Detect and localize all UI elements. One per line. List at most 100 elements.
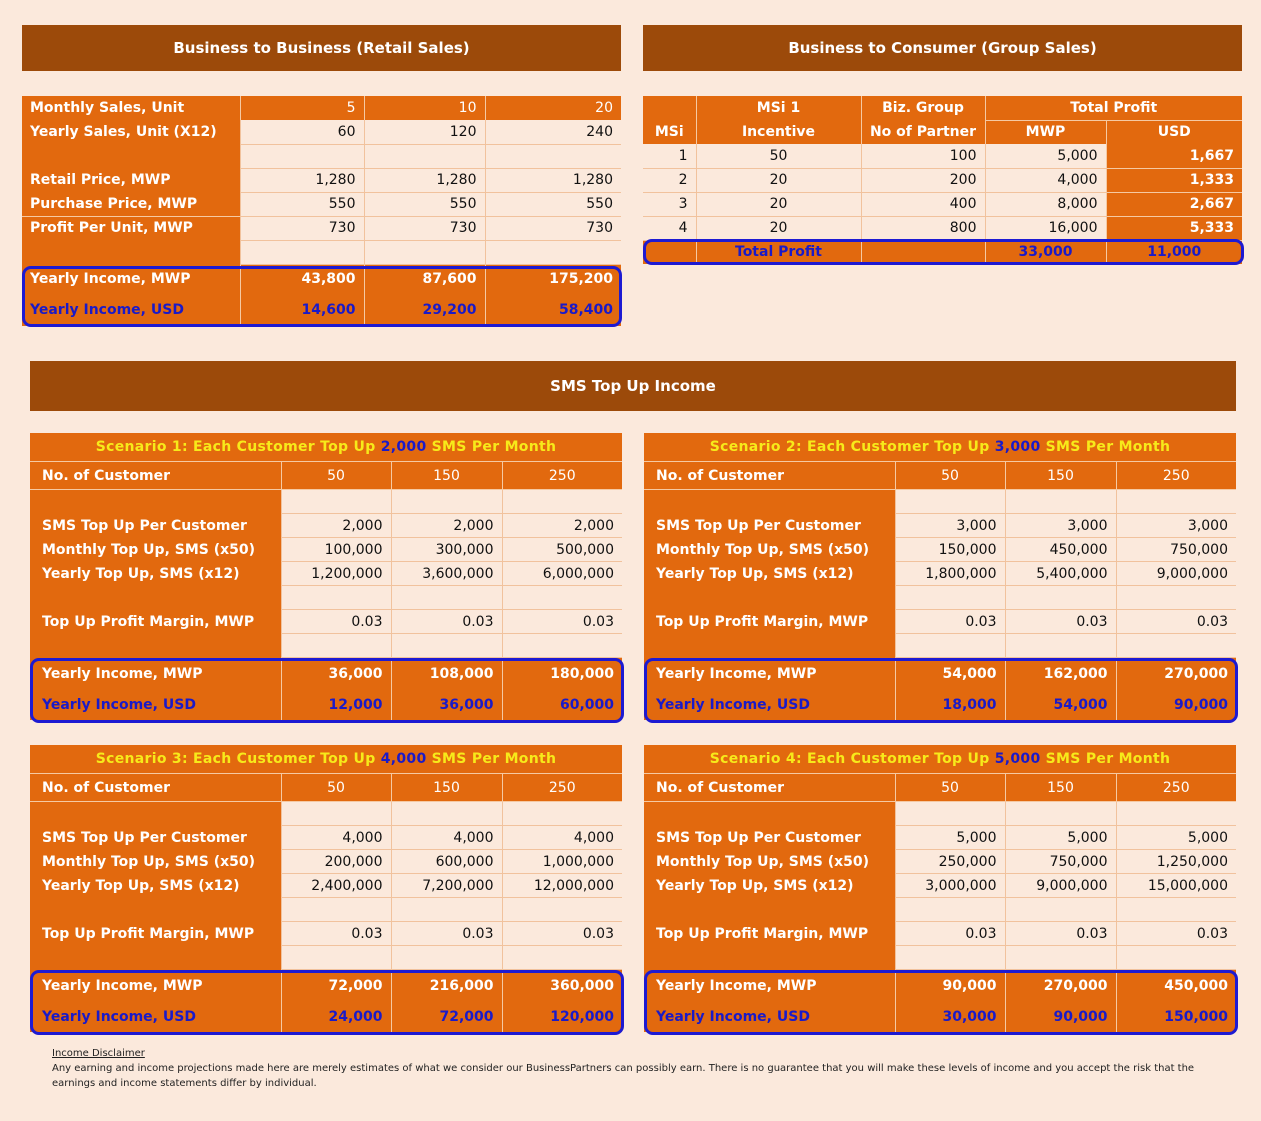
- scenario-title: Scenario 2: Each Customer Top Up 3,000 S…: [644, 433, 1236, 461]
- table-cell: 550: [239, 192, 364, 217]
- table-cell: 2,400,000: [280, 873, 391, 898]
- table-cell: 216,000: [390, 969, 502, 1002]
- table-row: Monthly Top Up, SMS (x50) 250,000 750,00…: [644, 849, 1236, 874]
- table-cell: 50: [280, 461, 391, 490]
- row-label: Top Up Profit Margin, MWP: [30, 609, 281, 634]
- row-label: Retail Price, MWP: [22, 168, 240, 192]
- table-cell: [363, 144, 485, 169]
- table-cell: 250,000: [894, 849, 1005, 874]
- table-cell: 0.03: [1115, 921, 1236, 946]
- row-label: [22, 144, 240, 168]
- table-cell: 5,000: [1115, 825, 1236, 850]
- sms-title: SMS Top Up Income: [550, 377, 716, 395]
- table-row: [30, 489, 622, 514]
- table-cell: 20: [695, 192, 861, 217]
- row-label: Yearly Income, MWP: [644, 657, 895, 690]
- table-cell: 250: [1115, 461, 1236, 490]
- table-row: SMS Top Up Per Customer 2,000 2,000 2,00…: [30, 513, 622, 538]
- table-row: No. of Customer 50 150 250: [30, 773, 622, 802]
- table-cell: 0.03: [501, 609, 622, 634]
- row-label: Monthly Top Up, SMS (x50): [644, 537, 895, 562]
- row-label: Yearly Top Up, SMS (x12): [30, 561, 281, 586]
- scenario-table: No. of Customer 50 150 250 SMS Top Up Pe…: [644, 773, 1236, 1032]
- table-row: [30, 585, 622, 610]
- row-label: Yearly Income, MWP: [22, 264, 240, 294]
- row-label: Monthly Top Up, SMS (x50): [30, 537, 281, 562]
- table-cell: 2: [643, 168, 696, 193]
- table-cell: 50: [280, 773, 391, 802]
- table-cell: 162,000: [1004, 657, 1116, 690]
- table-cell: 1,333: [1105, 168, 1243, 193]
- table-row: Yearly Top Up, SMS (x12) 3,000,000 9,000…: [644, 873, 1236, 898]
- table-row: [30, 801, 622, 826]
- table-cell: 3,000: [1004, 513, 1116, 538]
- row-label: Top Up Profit Margin, MWP: [644, 609, 895, 634]
- scenario-amount: 2,000: [380, 439, 427, 455]
- table-cell: 9,000,000: [1004, 873, 1116, 898]
- row-label: Yearly Income, USD: [644, 689, 895, 720]
- table-cell: [484, 240, 621, 265]
- row-label: Top Up Profit Margin, MWP: [30, 921, 281, 946]
- table-cell: 0.03: [280, 921, 391, 946]
- table-cell: 1,000,000: [501, 849, 622, 874]
- row-label: SMS Top Up Per Customer: [644, 513, 895, 538]
- table-cell: 43,800: [239, 264, 364, 294]
- table-cell: 1,250,000: [1115, 849, 1236, 874]
- table-row: [644, 633, 1236, 658]
- table-cell: 120: [363, 120, 485, 145]
- scenario-3: Scenario 3: Each Customer Top Up 4,000 S…: [30, 745, 624, 1035]
- table-cell: 54,000: [1004, 689, 1116, 720]
- table-cell: 150: [390, 773, 502, 802]
- table-row: Monthly Top Up, SMS (x50) 100,000 300,00…: [30, 537, 622, 562]
- table-cell: 2,667: [1105, 192, 1243, 217]
- table-cell: 5: [239, 96, 364, 120]
- table-cell: 150,000: [894, 537, 1005, 562]
- table-row: Yearly Top Up, SMS (x12) 1,800,000 5,400…: [644, 561, 1236, 586]
- disclaimer-title: Income Disclaimer: [52, 1048, 145, 1059]
- table-cell: 15,000,000: [1115, 873, 1236, 898]
- table-cell: 270,000: [1115, 657, 1236, 690]
- b2c-banner: Business to Consumer (Group Sales): [643, 25, 1242, 71]
- scenario-amount: 3,000: [994, 439, 1041, 455]
- table-row: Yearly Income, USD 24,000 72,000 120,000: [30, 1001, 622, 1032]
- sms-banner: SMS Top Up Income: [30, 361, 1236, 411]
- table-row: SMS Top Up Per Customer 3,000 3,000 3,00…: [644, 513, 1236, 538]
- header-total-profit: Total Profit: [984, 96, 1243, 120]
- table-cell: 5,000: [894, 825, 1005, 850]
- table-cell: 1,280: [484, 168, 621, 193]
- table-cell: 54,000: [894, 657, 1005, 690]
- table-row: Retail Price, MWP 1,280 1,280 1,280: [22, 168, 621, 193]
- header-mwp: MWP: [984, 119, 1106, 144]
- table-row: Profit Per Unit, MWP 730 730 730: [22, 215, 621, 241]
- table-cell: 5,333: [1105, 216, 1243, 241]
- b2b-banner: Business to Business (Retail Sales): [22, 25, 621, 71]
- table-cell: 29,200: [363, 294, 485, 326]
- table-cell: 7,200,000: [390, 873, 502, 898]
- table-cell: 300,000: [390, 537, 502, 562]
- table-cell: 1,200,000: [280, 561, 391, 586]
- scenario-title: Scenario 3: Each Customer Top Up 4,000 S…: [30, 745, 622, 773]
- table-row: No. of Customer 50 150 250: [30, 461, 622, 490]
- table-row: [644, 489, 1236, 514]
- scenario-amount: 4,000: [380, 751, 427, 767]
- table-cell: 450,000: [1115, 969, 1236, 1002]
- total-profit-mwp: 33,000: [984, 240, 1106, 264]
- table-cell: 4,000: [390, 825, 502, 850]
- table-cell: 108,000: [390, 657, 502, 690]
- income-disclaimer: Income Disclaimer Any earning and income…: [52, 1046, 1212, 1091]
- table-cell: 4: [643, 216, 696, 241]
- header-biz-group: Biz. Group: [860, 96, 985, 120]
- table-row: No. of Customer 50 150 250: [644, 773, 1236, 802]
- table-cell: 60: [239, 120, 364, 145]
- table-row: Yearly Income, USD 18,000 54,000 90,000: [644, 689, 1236, 720]
- table-cell: 50: [894, 461, 1005, 490]
- header-msi: MSi: [643, 120, 696, 144]
- table-row: Yearly Income, MWP 90,000 270,000 450,00…: [644, 969, 1236, 1002]
- table-cell: 120,000: [501, 1001, 622, 1032]
- header-partners: No of Partner: [860, 120, 985, 144]
- table-cell: 20: [695, 168, 861, 193]
- table-cell: 1,800,000: [894, 561, 1005, 586]
- table-cell: 12,000: [280, 689, 391, 720]
- table-cell: 500,000: [501, 537, 622, 562]
- row-label: SMS Top Up Per Customer: [644, 825, 895, 850]
